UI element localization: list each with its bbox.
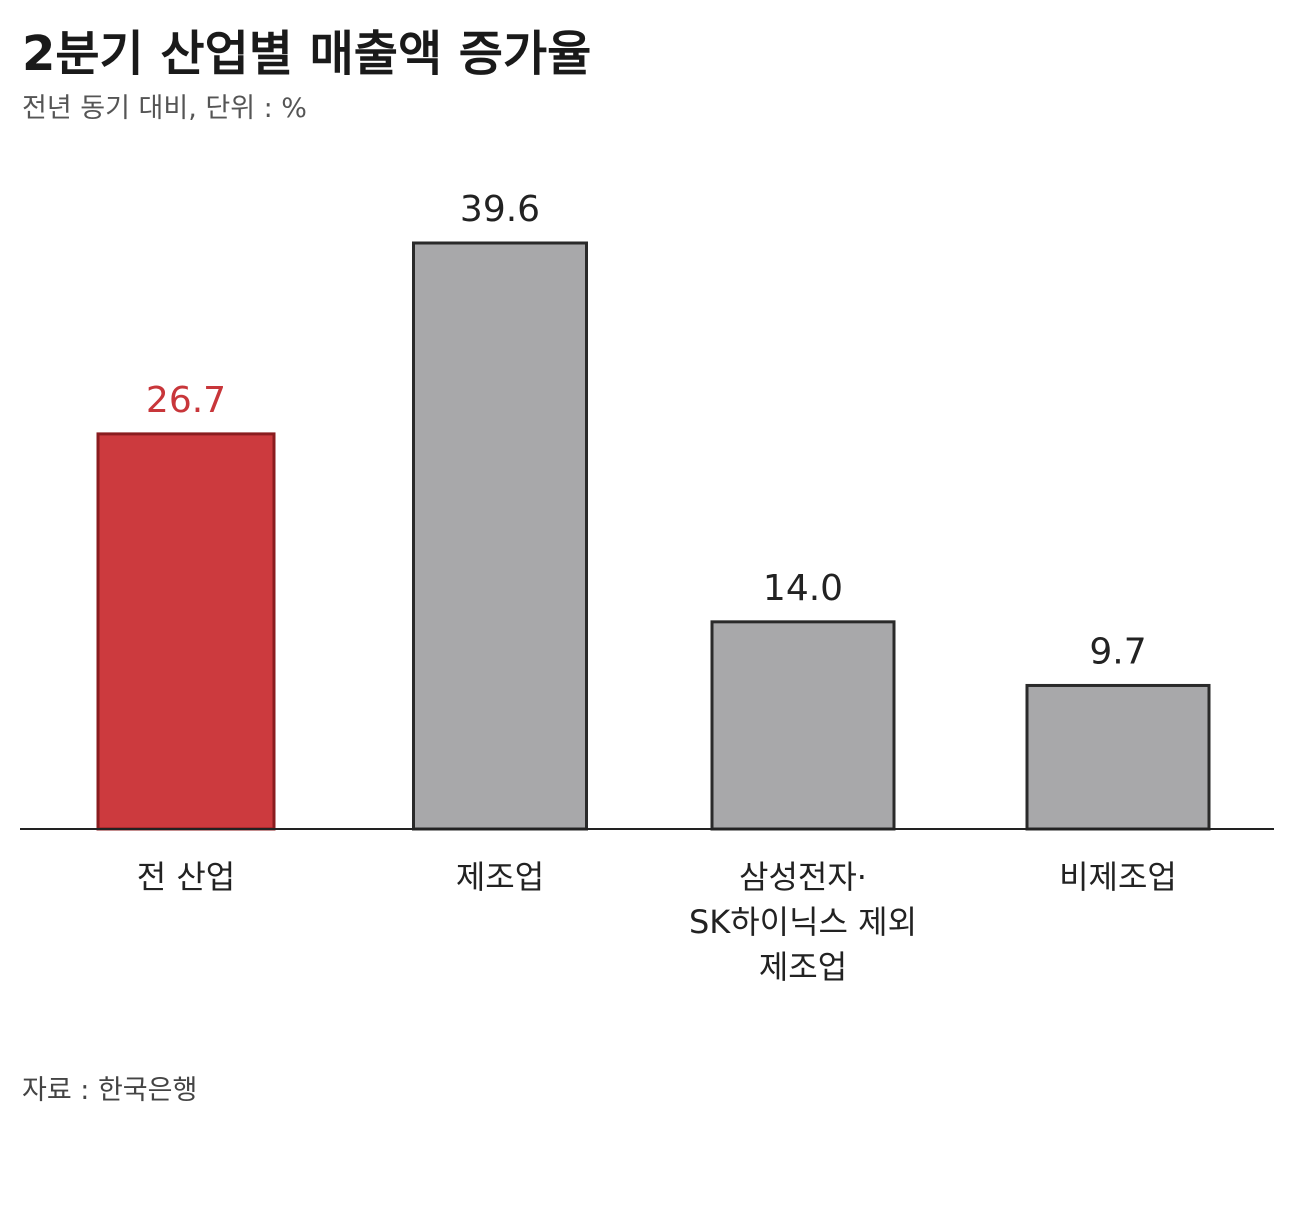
category-label-0-line-0: 전 산업 (137, 858, 236, 896)
bar-2 (710, 620, 896, 831)
category-label-1: 제조업 (456, 858, 544, 896)
category-label-1-line-0: 제조업 (456, 858, 544, 896)
source-note: 자료 : 한국은행 (22, 1075, 198, 1106)
chart-title: 2분기 산업별 매출액 증가율 (22, 26, 592, 82)
category-label-2-line-0: 삼성전자· (739, 858, 867, 896)
bar-group (96, 241, 1211, 831)
chart-subtitle: 전년 동기 대비, 단위 : % (22, 93, 307, 124)
value-label-group: 26.7 39.6 14.0 9.7 (146, 189, 1147, 672)
value-label-1: 39.6 (460, 189, 540, 230)
bar-3 (1025, 683, 1211, 831)
category-label-0: 전 산업 (137, 858, 236, 896)
value-label-0: 26.7 (146, 380, 226, 421)
value-label-2: 14.0 (763, 568, 843, 609)
value-label-3: 9.7 (1089, 631, 1146, 672)
bar-1 (412, 241, 588, 831)
category-label-3: 비제조업 (1059, 858, 1177, 896)
category-label-2-line-2: 제조업 (759, 948, 847, 986)
category-label-3-line-0: 비제조업 (1059, 858, 1177, 896)
category-label-2-line-1: SK하이닉스 제외 (689, 903, 917, 941)
bar-0 (96, 432, 276, 831)
